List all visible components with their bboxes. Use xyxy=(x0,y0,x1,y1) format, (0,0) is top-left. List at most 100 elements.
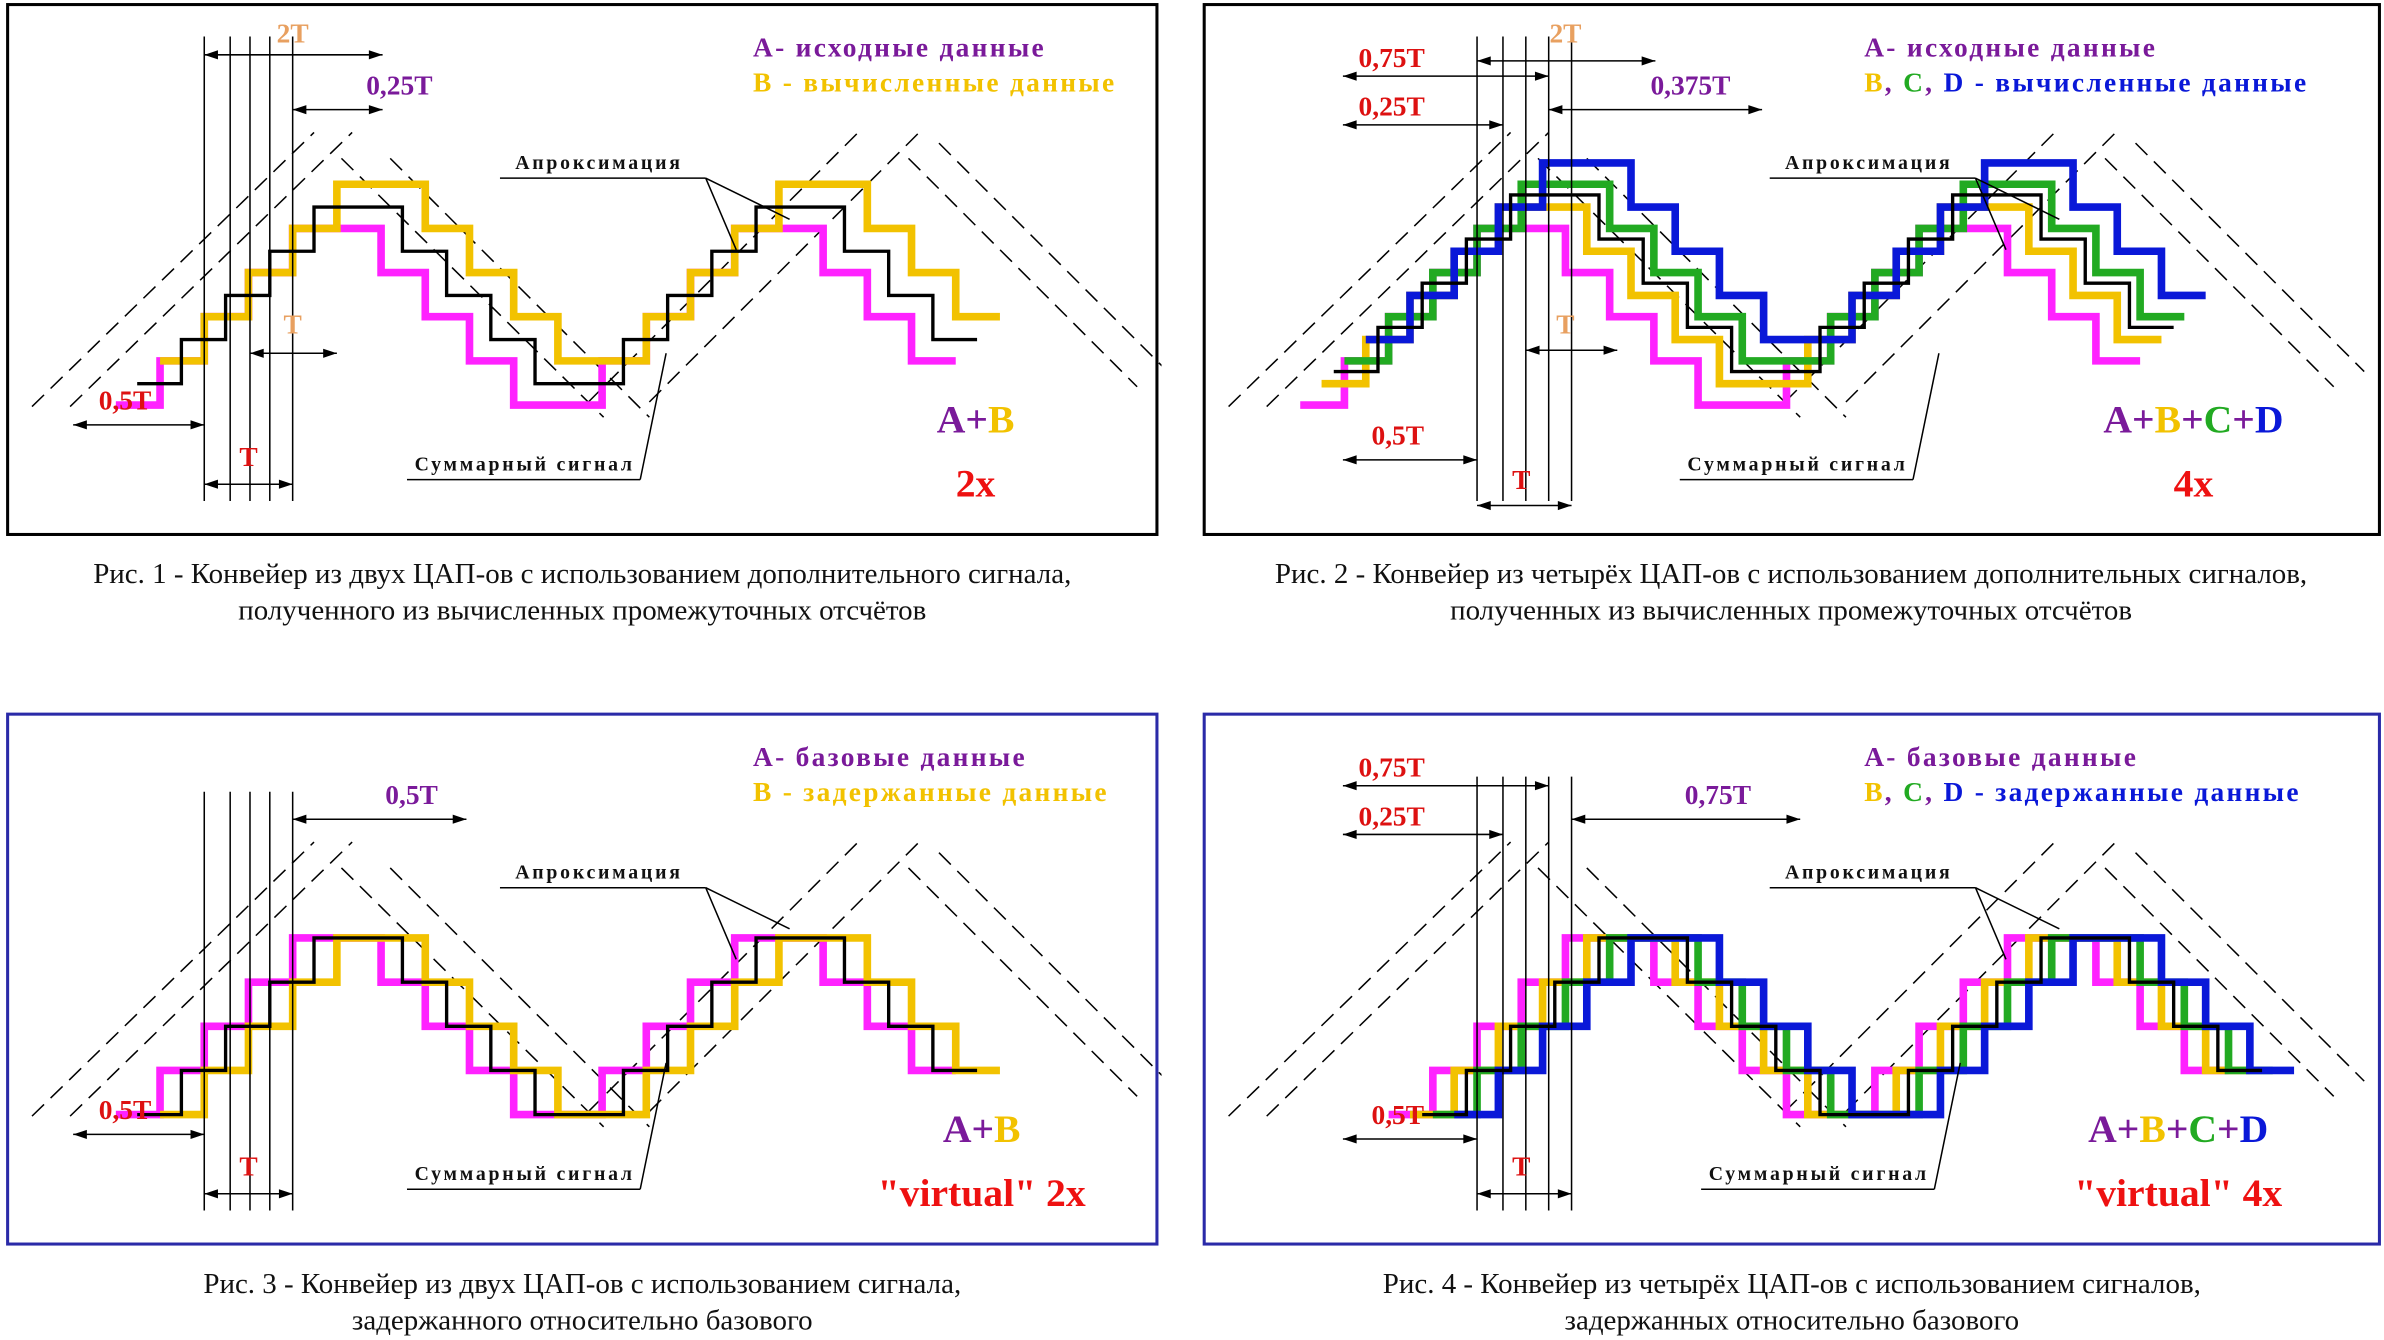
dimension-left1-arrow-right xyxy=(1534,781,1549,791)
formula-label-part: C xyxy=(2188,1107,2217,1151)
legend-line-computed: B - вычисленные данные xyxy=(753,67,1116,97)
formula-label-part: + xyxy=(2217,1107,2240,1151)
approx-guide xyxy=(1228,841,1512,1117)
approx-guide xyxy=(340,157,605,418)
dimension-shift-arrow-right xyxy=(368,105,383,115)
figure-3-panel: 0,5T 0,5T T A- базовые данные B - задержанны… xyxy=(6,712,1162,1246)
summary-signal-staircase xyxy=(1333,193,2174,374)
dimension-left1-arrow-left xyxy=(1342,781,1357,791)
legend-line-computed-part: - задержанные данные xyxy=(774,777,1109,807)
formula-label-part: + xyxy=(971,1107,994,1151)
legend-line-a: A- исходные данные xyxy=(1864,32,2157,62)
approx-guide xyxy=(1266,131,1550,408)
formula-label-part: A xyxy=(943,1107,972,1151)
dimension-mid-arrow-left xyxy=(249,348,264,358)
dimension-period-arrow-right xyxy=(1557,1189,1572,1199)
signal-a-staircase xyxy=(115,934,956,1119)
formula-label-part: D xyxy=(2240,1107,2269,1151)
formula-label-part: B xyxy=(2155,397,2181,441)
caption-line: Рис. 4 - Конвейер из четырёх ЦАП-ов с ис… xyxy=(1382,1268,2201,1301)
dimension-label-left1: 0,75T xyxy=(1359,43,1425,73)
approx-guide xyxy=(31,841,315,1117)
legend-line-a-part: - исходные данные xyxy=(1886,32,2157,62)
approx-guide xyxy=(938,852,1162,1077)
approximation-leader xyxy=(1974,887,2007,960)
dimension-shift-arrow-left xyxy=(292,105,307,115)
approx-guide xyxy=(389,157,650,418)
approx-guide xyxy=(2135,852,2365,1082)
approximation-leader xyxy=(705,177,737,251)
formula-label-part: D xyxy=(2255,397,2284,441)
dimension-label-shift: 0,75T xyxy=(1685,780,1751,810)
approx-guide xyxy=(907,157,1138,388)
dimension-top-arrow-left xyxy=(1477,56,1491,66)
dimension-label-mid: T xyxy=(284,309,302,339)
legend-line-computed-part: - вычисленные данные xyxy=(774,67,1117,97)
approx-guide xyxy=(2104,157,2335,388)
dimension-shift-arrow-right xyxy=(452,814,467,824)
dimension-period-arrow-right xyxy=(278,479,293,489)
formula-label: A+B xyxy=(937,397,1015,441)
formula-label-part: + xyxy=(2166,1107,2189,1151)
dimension-period-arrow-right xyxy=(278,1189,293,1199)
approx-guide xyxy=(2135,142,2365,373)
legend-line-computed-part: B xyxy=(1864,67,1885,97)
dimension-label-period: T xyxy=(1512,1152,1530,1182)
signal-d-staircase xyxy=(1365,159,2206,344)
approx-guide xyxy=(31,131,315,408)
summary-signal-staircase xyxy=(1422,936,2263,1117)
dimension-left1-arrow-left xyxy=(1342,71,1357,81)
formula-label-part: C xyxy=(2204,397,2233,441)
legend-line-a-part: - исходные данные xyxy=(775,32,1046,62)
approx-guide xyxy=(69,131,353,408)
caption-line: задержанных относительно базового xyxy=(1564,1304,2020,1337)
legend-line-computed-part: B xyxy=(753,67,774,97)
dimension-label-mid: T xyxy=(1556,309,1574,339)
dimension-label-left2: 0,25T xyxy=(1359,92,1425,122)
dimension-label-half: 0,5T xyxy=(99,386,152,416)
legend-line-computed-part: , xyxy=(1885,67,1903,97)
dimension-shift-arrow-right xyxy=(1786,814,1801,824)
dimension-shift-arrow-left xyxy=(1548,105,1563,115)
legend-line-a-part: A xyxy=(753,32,775,62)
formula-label-part: + xyxy=(2232,397,2255,441)
figure-2-panel: 2T 0,75T 0,25T 0,375T T 0,5T T A- исходные данн… xyxy=(1202,3,2381,536)
dimension-left1-arrow-right xyxy=(1534,71,1549,81)
approx-guide xyxy=(1784,836,2060,1113)
approx-guide xyxy=(648,836,925,1113)
approximation-leader xyxy=(705,887,737,960)
dimension-shift-arrow-left xyxy=(1571,814,1586,824)
dimension-half-arrow-left xyxy=(1342,455,1357,465)
legend-line-computed: B - задержанные данные xyxy=(753,777,1109,807)
approximation-leader xyxy=(1974,177,2007,251)
dimension-half-arrow-right xyxy=(190,1129,205,1139)
dimension-label-top: 2T xyxy=(1549,19,1581,49)
dimension-half-arrow-left xyxy=(1342,1134,1357,1144)
approximation-leader xyxy=(1975,887,2060,930)
summary-signal-label: Суммарный сигнал xyxy=(1709,1163,1929,1185)
legend-line-a-part: - базовые данные xyxy=(1886,742,2138,772)
multiplier-label: "virtual" 2x xyxy=(878,1171,1086,1215)
formula-label-part: + xyxy=(2117,1107,2140,1151)
dimension-top-arrow-right xyxy=(1641,56,1656,66)
approx-guide xyxy=(1266,841,1550,1117)
summary-signal-label: Суммарный сигнал xyxy=(415,1163,635,1185)
legend-line-a-part: A xyxy=(753,742,775,772)
dimension-label-shift: 0,25T xyxy=(366,70,432,100)
approx-guide xyxy=(1537,867,1801,1128)
formula-label-part: B xyxy=(2139,1107,2165,1151)
approx-guide xyxy=(389,867,650,1128)
formula-label-part: A xyxy=(937,397,966,441)
legend-line-a: A- базовые данные xyxy=(753,742,1027,772)
caption-line: полученных из вычисленных промежуточных … xyxy=(1450,595,2133,628)
approx-guide xyxy=(648,127,925,403)
dimension-period-arrow-left xyxy=(204,479,218,489)
approximation-label: Апроксимация xyxy=(515,152,682,174)
dimension-label-top: 2T xyxy=(277,19,309,49)
dimension-half-arrow-right xyxy=(1463,1134,1478,1144)
legend-line-computed-part: - вычисленные данные xyxy=(1966,67,2309,97)
formula-label-part: A xyxy=(2103,397,2132,441)
